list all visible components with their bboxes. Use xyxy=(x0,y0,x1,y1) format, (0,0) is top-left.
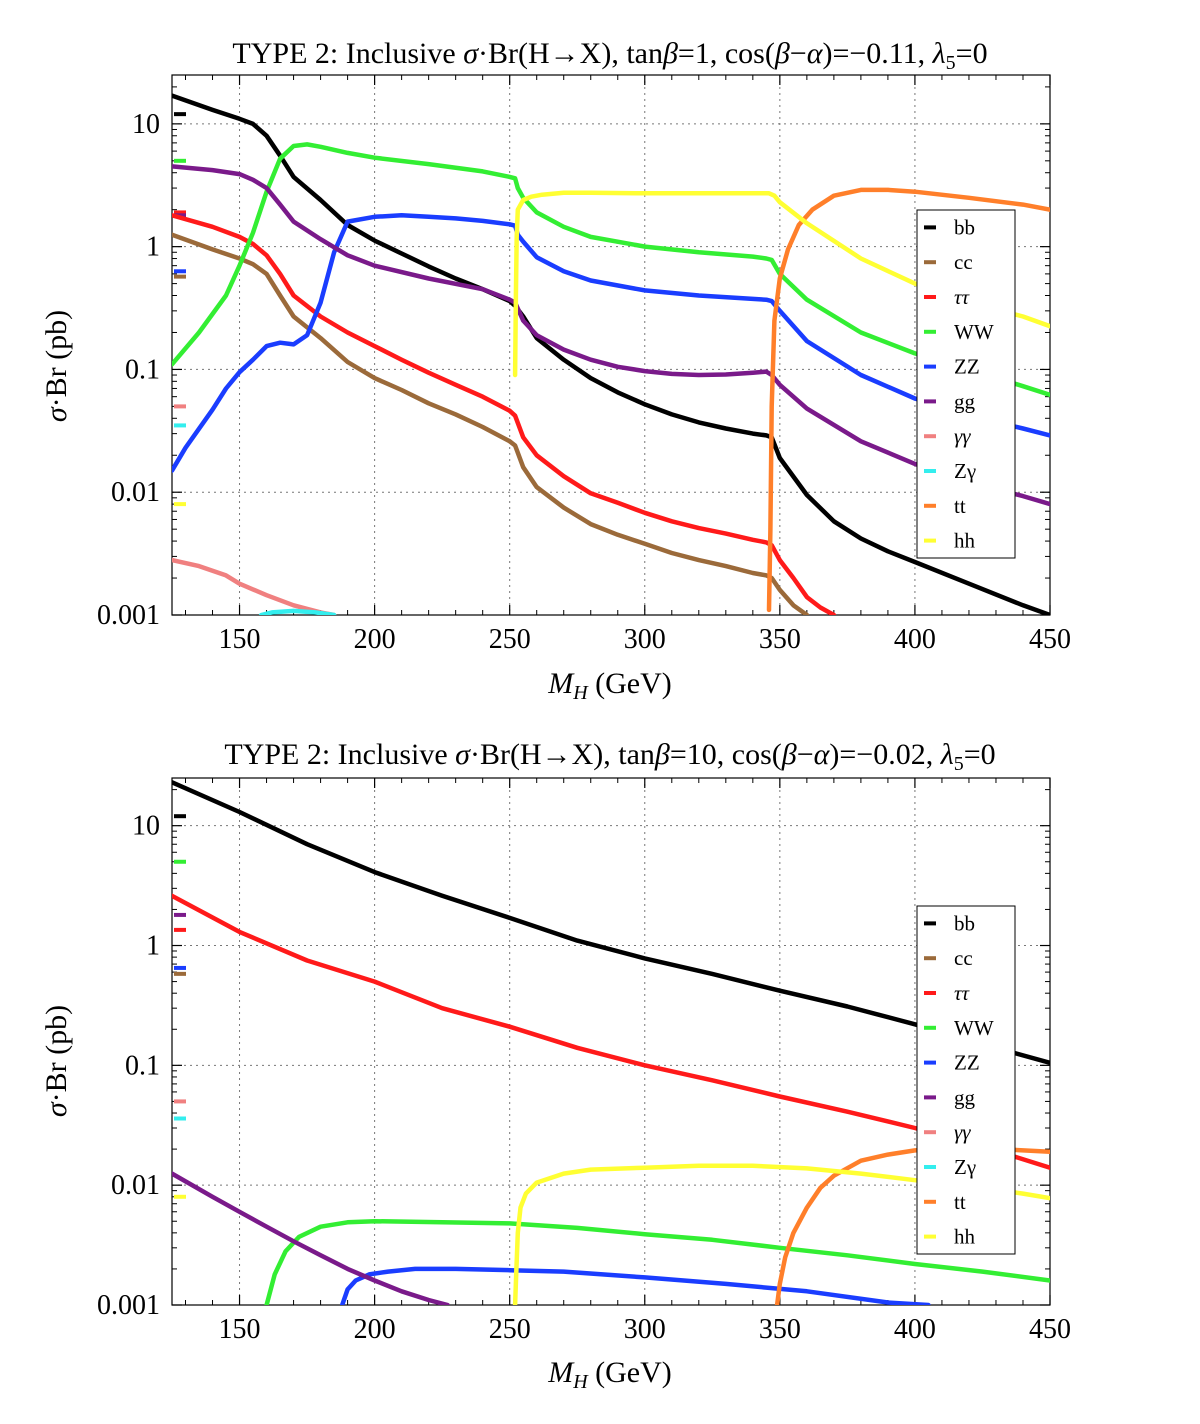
chart-title: TYPE 2: Inclusive σ·Br(H→X), tanβ=10, co… xyxy=(224,738,995,775)
legend-box xyxy=(916,905,1016,1255)
y-axis-label: σ·Br (pb) xyxy=(40,310,73,422)
series-line-hh xyxy=(512,190,1050,378)
series-group xyxy=(172,780,1050,1305)
y-tick-label: 0.001 xyxy=(97,600,160,631)
axes: 150 200 250 300 350 400 450 10 1 0.1 0.01 0.001 xyxy=(97,74,1071,655)
series-group xyxy=(172,93,1050,615)
y-tick-label: 0.1 xyxy=(125,1050,160,1081)
legend-label-gammagamma: γγ xyxy=(954,1120,971,1144)
chart-top: TYPE 2: Inclusive σ·Br(H→X), tanβ=1, cos… xyxy=(40,37,1071,704)
series-line-gg xyxy=(172,1171,450,1305)
y-tick-label: 0.001 xyxy=(97,1290,160,1321)
y-tick-label: 0.1 xyxy=(125,354,160,385)
legend-label-zz: ZZ xyxy=(954,1051,980,1075)
series-line-zz xyxy=(172,213,1050,473)
plot-area xyxy=(172,93,1050,615)
x-tick-label: 350 xyxy=(759,624,801,655)
legend-label-hh: hh xyxy=(954,1225,976,1249)
y-tick-label: 10 xyxy=(132,811,160,842)
plot-area xyxy=(172,780,1050,1305)
legend-label-tautau: ττ xyxy=(954,285,971,309)
x-tick-label: 150 xyxy=(219,624,261,655)
legend-label-bb: bb xyxy=(954,911,975,935)
y-tick-label: 0.01 xyxy=(111,477,160,508)
x-tick-label: 200 xyxy=(354,624,396,655)
chart-bottom: TYPE 2: Inclusive σ·Br(H→X), tanβ=10, co… xyxy=(40,738,1071,1393)
x-axis-label: MH (GeV) xyxy=(547,667,672,704)
y-tick-label: 1 xyxy=(146,931,160,962)
legend-label-ww: WW xyxy=(954,1016,994,1040)
y-tick-label: 1 xyxy=(146,232,160,263)
series-line-gammagamma xyxy=(172,557,337,615)
legend-label-zz: ZZ xyxy=(954,355,980,379)
legend-label-tautau: ττ xyxy=(954,981,971,1005)
legend-label-zgamma: Zγ xyxy=(954,459,976,483)
x-tick-label: 150 xyxy=(219,1314,261,1345)
grid xyxy=(172,778,1050,1305)
x-tick-label: 200 xyxy=(354,1314,396,1345)
chart-panel-top: TYPE 2: Inclusive σ·Br(H→X), tanβ=1, cos… xyxy=(40,37,1071,704)
x-tick-label: 450 xyxy=(1029,1314,1071,1345)
legend-label-tt: tt xyxy=(954,1190,966,1214)
x-tick-label: 400 xyxy=(894,1314,936,1345)
legend-box xyxy=(916,209,1016,559)
legend-label-hh: hh xyxy=(954,529,976,553)
series-line-bb xyxy=(172,93,1050,615)
x-axis-label: MH (GeV) xyxy=(547,1356,672,1393)
chart-panel-bottom: TYPE 2: Inclusive σ·Br(H→X), tanβ=10, co… xyxy=(0,712,1200,1424)
legend-label-gg: gg xyxy=(954,389,976,413)
chart-title: TYPE 2: Inclusive σ·Br(H→X), tanβ=1, cos… xyxy=(232,37,987,74)
series-line-tt xyxy=(766,187,1050,613)
plot-frame xyxy=(171,777,1051,1306)
legend-label-tt: tt xyxy=(954,494,966,518)
legend: bb cc ττ WW ZZ gg γγ Zγ tt hh xyxy=(916,209,1016,559)
series-line-cc xyxy=(172,232,810,615)
legend: bb cc ττ WW ZZ gg γγ Zγ tt hh xyxy=(916,905,1016,1255)
x-tick-label: 400 xyxy=(894,624,936,655)
legend-label-bb: bb xyxy=(954,215,975,239)
series-line-bb xyxy=(172,780,1050,1066)
legend-label-cc: cc xyxy=(954,250,973,274)
legend-label-ww: WW xyxy=(954,320,994,344)
series-line-tautau xyxy=(172,213,837,615)
legend-label-zgamma: Zγ xyxy=(954,1155,976,1179)
x-tick-label: 350 xyxy=(759,1314,801,1345)
grid xyxy=(172,75,1050,615)
x-tick-label: 250 xyxy=(489,624,531,655)
y-tick-label: 10 xyxy=(132,109,160,140)
y-axis-label: σ·Br (pb) xyxy=(40,1005,73,1117)
x-tick-label: 300 xyxy=(624,1314,666,1345)
legend-label-cc: cc xyxy=(954,946,973,970)
series-line-zgamma xyxy=(258,608,337,615)
legend-label-gammagamma: γγ xyxy=(954,424,971,448)
legend-label-gg: gg xyxy=(954,1085,976,1109)
series-line-zz xyxy=(339,1266,931,1305)
series-line-gg xyxy=(172,164,1050,507)
x-tick-label: 250 xyxy=(489,1314,531,1345)
x-tick-label: 450 xyxy=(1029,624,1071,655)
plot-frame xyxy=(171,74,1051,616)
axes: 150 200 250 300 350 400 450 10 1 0.1 0.01 0.001 xyxy=(97,777,1071,1345)
x-tick-label: 300 xyxy=(624,624,666,655)
series-line-tautau xyxy=(172,893,1050,1170)
series-line-ww xyxy=(172,142,1050,398)
y-tick-label: 0.01 xyxy=(111,1170,160,1201)
